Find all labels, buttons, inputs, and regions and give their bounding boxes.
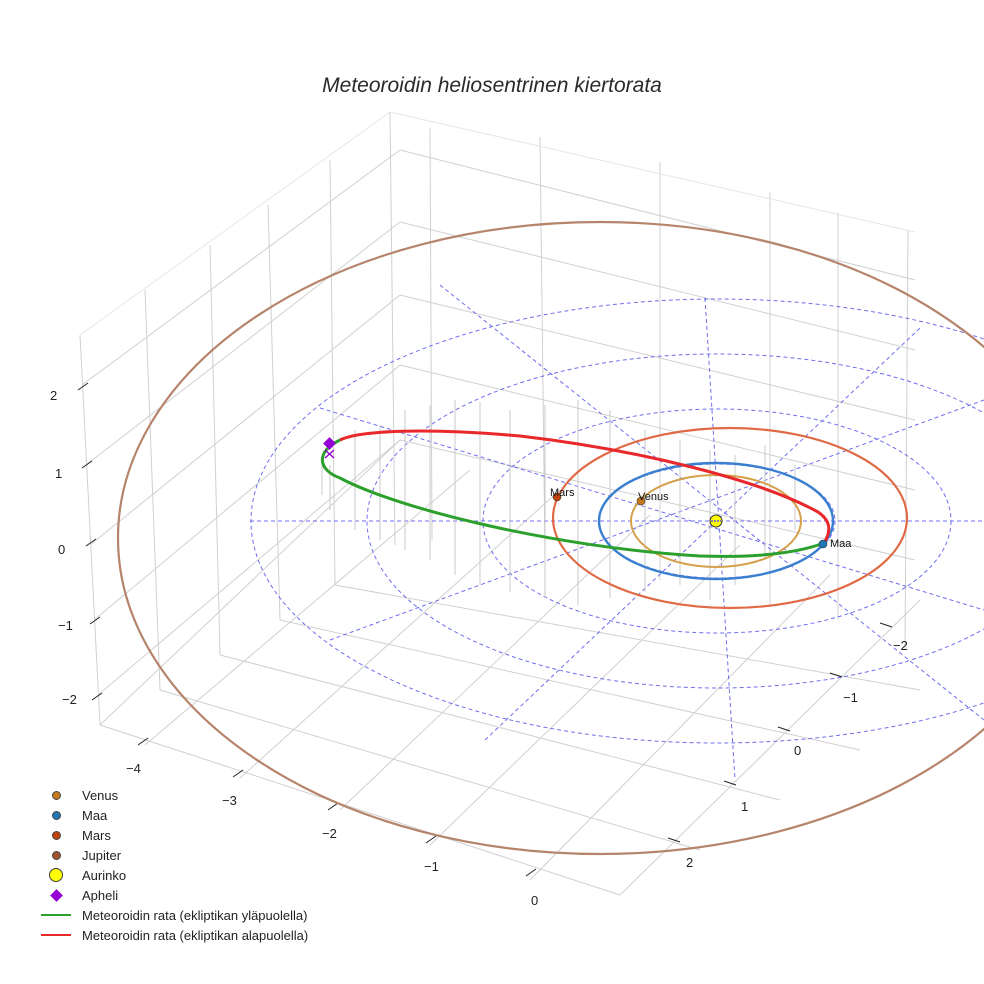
legend-label: Aurinko	[82, 867, 127, 883]
svg-text:2: 2	[686, 855, 693, 870]
svg-text:1: 1	[55, 466, 62, 481]
svg-text:2: 2	[50, 388, 57, 403]
svg-text:−1: −1	[424, 859, 439, 874]
svg-text:−4: −4	[126, 761, 141, 776]
earth-marker[interactable]	[818, 539, 828, 549]
legend-label: Apheli	[82, 887, 119, 903]
legend-label: Meteoroidin rata (ekliptikan yläpuolella…	[82, 907, 308, 923]
z-tick-labels: 2 1 0 −1 −2	[50, 388, 77, 707]
mars-label: Mars	[550, 487, 575, 499]
legend-item-orbit-below[interactable]: Meteoroidin rata (ekliptikan alapuolella…	[40, 925, 308, 945]
mars-marker[interactable]	[552, 492, 562, 502]
venus-dot-icon	[51, 790, 61, 800]
ecliptic-polar-grid	[250, 284, 984, 781]
green-line-icon	[41, 914, 71, 916]
svg-text:−2: −2	[62, 692, 77, 707]
jupiter-orbit	[117, 220, 984, 856]
legend-item-jupiter[interactable]: Jupiter	[40, 845, 308, 865]
axis-grid	[79, 111, 921, 896]
svg-text:−1: −1	[843, 690, 858, 705]
orbit-drop-lines	[321, 400, 796, 605]
meteoroid-orbit-below	[339, 429, 831, 544]
chart-title: Meteoroidin heliosentrinen kiertorata	[322, 74, 662, 97]
legend-label: Venus	[82, 787, 119, 803]
legend-item-venus[interactable]: Venus	[40, 785, 308, 805]
earth-label: Maa	[830, 538, 852, 550]
axis-ticks	[77, 382, 893, 877]
svg-text:−2: −2	[893, 638, 908, 653]
legend-label: Maa	[82, 807, 108, 823]
sun-dot-icon	[49, 868, 63, 882]
legend-label: Meteoroidin rata (ekliptikan alapuolella…	[82, 927, 309, 943]
svg-text:1: 1	[741, 799, 748, 814]
y-tick-labels: −2 −1 0 1 2	[686, 638, 908, 870]
svg-text:−2: −2	[322, 826, 337, 841]
legend-label: Mars	[82, 827, 111, 843]
red-line-icon	[41, 934, 71, 936]
svg-text:0: 0	[794, 743, 801, 758]
aphelion-marker[interactable]	[323, 437, 336, 459]
earth-dot-icon	[51, 810, 61, 820]
legend-item-aurinko[interactable]: Aurinko	[40, 865, 308, 885]
venus-marker[interactable]	[636, 496, 646, 506]
svg-text:−1: −1	[58, 618, 73, 633]
legend: Venus Maa Mars Jupiter Aurinko Apheli Me…	[40, 785, 308, 945]
jupiter-dot-icon	[51, 850, 61, 860]
legend-item-orbit-above[interactable]: Meteoroidin rata (ekliptikan yläpuolella…	[40, 905, 308, 925]
sun-marker[interactable]	[709, 514, 723, 528]
venus-label: Venus	[638, 491, 669, 503]
diamond-icon	[49, 888, 63, 902]
earth-orbit	[597, 461, 835, 581]
legend-item-apheli[interactable]: Apheli	[40, 885, 308, 905]
mars-dot-icon	[51, 830, 61, 840]
legend-label: Jupiter	[82, 847, 122, 863]
legend-item-mars[interactable]: Mars	[40, 825, 308, 845]
x-tick-labels: −4 −3 −2 −1 0	[126, 761, 538, 908]
meteoroid-orbit-above	[320, 438, 825, 558]
svg-text:0: 0	[58, 542, 65, 557]
svg-text:0: 0	[531, 893, 538, 908]
mars-orbit	[551, 426, 909, 610]
svg-text:−3: −3	[222, 793, 237, 808]
legend-item-maa[interactable]: Maa	[40, 805, 308, 825]
